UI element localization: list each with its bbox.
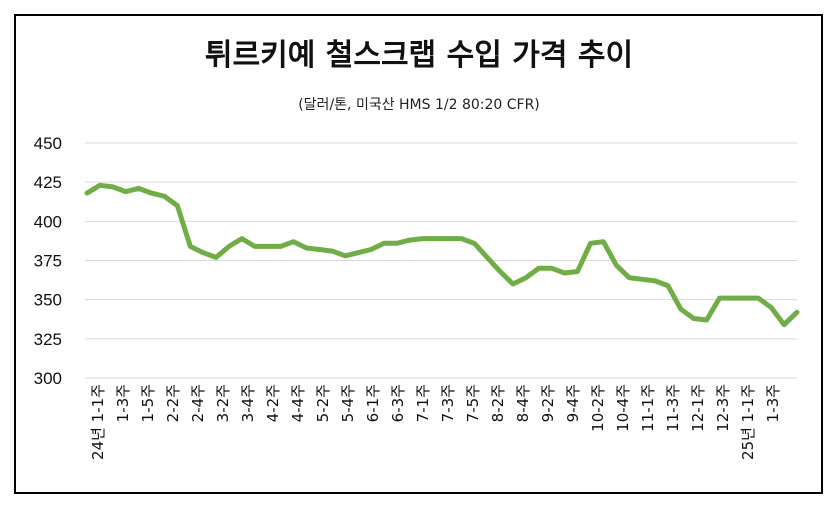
data-point-31 — [485, 256, 489, 259]
data-point-22 — [369, 248, 373, 251]
data-point-11 — [227, 245, 231, 248]
data-point-3 — [124, 190, 127, 193]
x-tick-label-27: 1-3주 — [764, 384, 782, 422]
data-point-16 — [292, 240, 295, 243]
data-point-18 — [318, 248, 321, 251]
x-tick-label-5: 3-2주 — [214, 384, 232, 422]
data-point-6 — [163, 195, 166, 198]
data-point-39 — [589, 242, 592, 245]
x-tick-label-15: 7-5주 — [464, 384, 482, 422]
data-point-9 — [201, 251, 205, 254]
x-tick-label-1: 1-3주 — [114, 384, 132, 422]
data-point-13 — [253, 245, 257, 248]
chart-subtitle: (달러/톤, 미국산 HMS 1/2 80:20 CFR) — [298, 97, 540, 113]
y-tick-label-325: 325 — [34, 330, 62, 349]
data-point-47 — [692, 317, 695, 320]
data-point-35 — [537, 267, 541, 270]
data-point-45 — [666, 284, 670, 287]
x-tick-label-3: 2-2주 — [164, 384, 182, 422]
chart-title: 튀르키예 철스크랩 수입 가격 추이 — [204, 38, 634, 73]
y-tick-label-350: 350 — [34, 291, 62, 310]
y-tick-label-375: 375 — [34, 252, 62, 271]
x-tick-label-26: 25년 1-1주 — [739, 384, 757, 460]
data-point-50 — [731, 296, 734, 300]
x-tick-label-7: 4-2주 — [264, 384, 282, 422]
x-tick-label-8: 4-4주 — [289, 384, 307, 422]
data-point-2 — [111, 185, 115, 189]
y-tick-label-300: 300 — [34, 369, 62, 388]
x-tick-label-9: 5-2주 — [314, 384, 332, 422]
data-point-1 — [98, 184, 102, 187]
x-tick-label-19: 9-4주 — [564, 384, 582, 422]
data-point-32 — [498, 270, 502, 273]
data-point-0 — [85, 191, 89, 195]
data-point-5 — [150, 191, 153, 195]
data-point-51 — [744, 296, 747, 300]
x-tick-label-21: 10-4주 — [614, 384, 632, 432]
data-point-12 — [240, 237, 244, 240]
data-point-29 — [460, 237, 463, 240]
data-point-8 — [189, 245, 192, 248]
data-point-52 — [757, 296, 760, 300]
x-tick-label-25: 12-3주 — [714, 384, 732, 432]
x-tick-label-22: 11-1주 — [639, 384, 657, 432]
data-point-42 — [627, 276, 631, 279]
data-point-24 — [395, 242, 399, 245]
x-tick-label-0: 24년 1-1주 — [89, 384, 107, 460]
data-point-4 — [137, 187, 140, 190]
data-point-34 — [524, 276, 528, 279]
x-tick-label-6: 3-4주 — [239, 384, 257, 422]
data-point-54 — [782, 323, 786, 326]
data-point-46 — [679, 307, 683, 311]
data-point-15 — [279, 245, 282, 248]
x-tick-label-12: 6-3주 — [389, 384, 407, 422]
x-tick-label-2: 1-5주 — [139, 384, 157, 422]
x-tick-label-20: 10-2주 — [589, 384, 607, 432]
x-tick-label-14: 7-3주 — [439, 384, 457, 422]
y-tick-label-450: 450 — [34, 134, 62, 153]
x-tick-label-23: 11-3주 — [664, 384, 682, 432]
y-tick-label-425: 425 — [34, 173, 62, 192]
data-point-20 — [343, 254, 347, 257]
data-point-37 — [563, 271, 566, 275]
data-point-19 — [331, 249, 334, 253]
data-point-33 — [511, 282, 515, 286]
x-tick-label-17: 8-4주 — [514, 384, 532, 422]
data-point-36 — [550, 267, 553, 270]
data-point-44 — [653, 279, 657, 283]
data-point-41 — [615, 264, 618, 267]
x-tick-label-4: 2-4주 — [189, 384, 207, 422]
data-point-26 — [421, 237, 424, 240]
chart-frame — [14, 14, 823, 494]
data-point-14 — [266, 245, 269, 248]
series-line — [84, 182, 800, 328]
data-point-28 — [447, 237, 450, 240]
data-point-43 — [640, 278, 644, 281]
data-point-48 — [705, 318, 708, 322]
data-point-7 — [176, 204, 179, 207]
data-point-17 — [305, 246, 308, 250]
data-point-53 — [769, 306, 773, 309]
x-tick-label-16: 8-2주 — [489, 384, 507, 422]
data-point-23 — [382, 242, 386, 245]
data-point-55 — [795, 311, 799, 314]
data-point-49 — [718, 296, 721, 300]
x-tick-label-10: 5-4주 — [339, 384, 357, 422]
data-point-10 — [214, 256, 218, 259]
data-point-30 — [473, 242, 476, 245]
data-point-21 — [356, 251, 360, 254]
data-point-38 — [576, 270, 579, 273]
data-point-25 — [408, 238, 411, 242]
x-tick-label-24: 12-1주 — [689, 384, 707, 432]
x-tick-label-13: 7-1주 — [414, 384, 432, 422]
y-tick-label-400: 400 — [34, 212, 62, 231]
x-tick-label-11: 6-1주 — [364, 384, 382, 422]
data-point-27 — [434, 237, 437, 240]
data-point-40 — [602, 240, 605, 243]
x-tick-label-18: 9-2주 — [539, 384, 557, 422]
